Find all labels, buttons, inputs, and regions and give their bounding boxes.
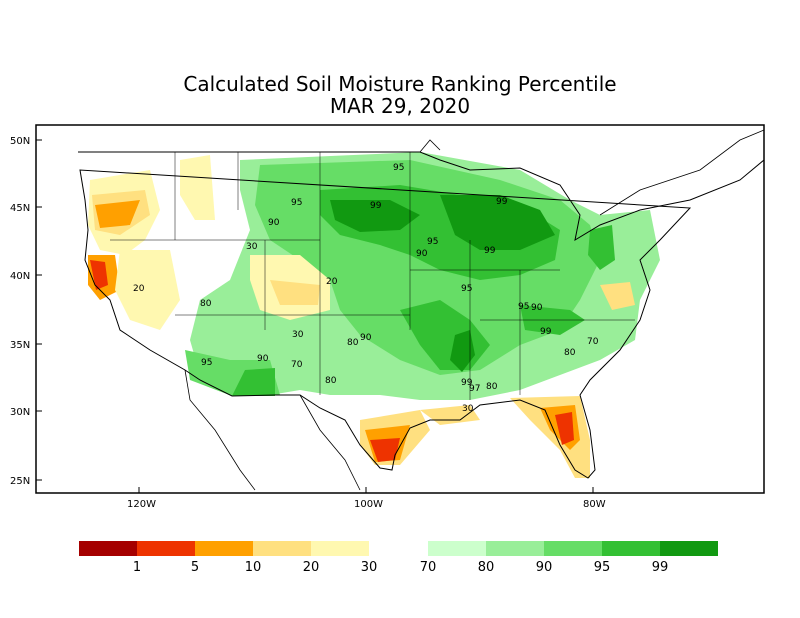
lat-label: 35N: [10, 340, 30, 351]
legend-tick-label: 99: [652, 560, 669, 575]
lat-label: 40N: [10, 271, 30, 282]
lat-label: 45N: [10, 203, 30, 214]
contour-label: 90: [531, 303, 543, 313]
legend-tick-label: 20: [303, 560, 320, 575]
chart-title: Calculated Soil Moisture Ranking Percent…: [183, 72, 617, 96]
lon-label: 100W: [354, 499, 383, 510]
legend-swatch: [602, 541, 660, 556]
legend-swatch: [195, 541, 253, 556]
contour-label: 70: [291, 360, 303, 370]
legend-tick-label: 70: [420, 560, 437, 575]
contour-label: 90: [360, 333, 372, 343]
lat-axis: 50N 45N 40N 35N 30N 25N: [10, 136, 42, 487]
chart-date: MAR 29, 2020: [329, 94, 471, 118]
legend-swatch: [311, 541, 369, 556]
legend-tick-label: 90: [536, 560, 553, 575]
contour-label: 95: [291, 198, 302, 208]
legend-tick-label: 10: [245, 560, 262, 575]
contour-label: 20: [133, 284, 145, 294]
legend-tick-label: 95: [594, 560, 611, 575]
contour-label: 99: [484, 246, 496, 256]
contour-label: 30: [462, 404, 474, 414]
contour-label: 95: [518, 302, 529, 312]
contour-label: 80: [564, 348, 576, 358]
legend-swatch: [428, 541, 486, 556]
legend-tick-label: 5: [191, 560, 199, 575]
contour-label: 95: [427, 237, 438, 247]
legend: 1 5 10 20 30 70 80 90 95 99: [79, 541, 718, 575]
legend-swatch: [544, 541, 602, 556]
contour-label: 80: [200, 299, 212, 309]
state-boundaries: [110, 152, 635, 400]
lon-axis: 120W 100W 80W: [127, 487, 606, 510]
contour-labels: 95 99 95 99 90 95 90 99 30 20 20 80 30 9…: [133, 163, 599, 414]
contour-label: 97: [469, 384, 480, 394]
legend-tick-label: 80: [478, 560, 495, 575]
legend-tick-label: 30: [361, 560, 378, 575]
contour-label: 99: [370, 201, 382, 211]
legend-tick-label: 1: [133, 560, 141, 575]
lat-label: 30N: [10, 407, 30, 418]
lon-label: 80W: [583, 499, 606, 510]
contour-label: 95: [393, 163, 404, 173]
contour-label: 30: [246, 242, 258, 252]
contour-label: 90: [416, 249, 428, 259]
legend-swatch: [486, 541, 544, 556]
legend-swatch: [253, 541, 311, 556]
contour-label: 70: [587, 337, 599, 347]
lon-label: 120W: [127, 499, 156, 510]
lat-label: 25N: [10, 476, 30, 487]
contour-label: 80: [486, 382, 498, 392]
contour-label: 90: [257, 354, 269, 364]
contour-label: 99: [496, 197, 508, 207]
legend-swatch: [137, 541, 195, 556]
legend-swatch: [79, 541, 137, 556]
contour-label: 80: [325, 376, 337, 386]
contour-label: 90: [268, 218, 280, 228]
contour-label: 95: [461, 284, 472, 294]
legend-swatch: [660, 541, 718, 556]
contour-label: 99: [461, 378, 473, 388]
contour-label: 20: [326, 277, 338, 287]
contour-label: 80: [347, 338, 359, 348]
contour-label: 99: [540, 327, 552, 337]
moisture-fields: [88, 152, 660, 478]
contour-label: 30: [292, 330, 304, 340]
lat-label: 50N: [10, 136, 30, 147]
us-outline: [78, 151, 765, 479]
contour-label: 95: [201, 358, 212, 368]
